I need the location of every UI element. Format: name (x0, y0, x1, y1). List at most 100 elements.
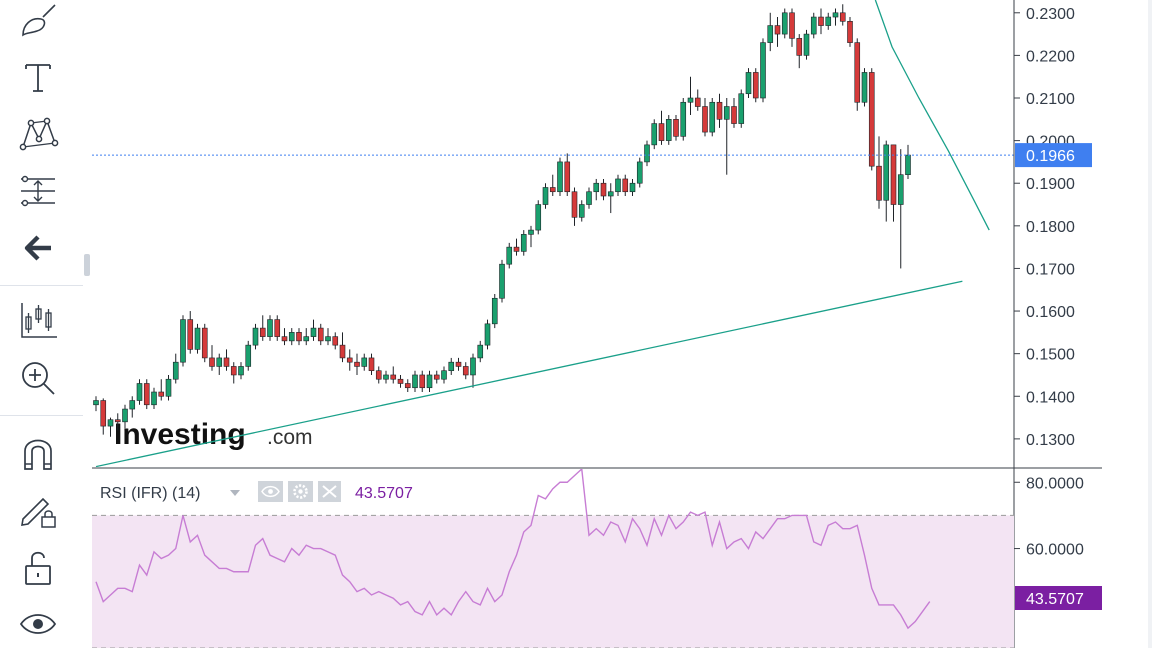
candle-body (549, 187, 556, 193)
candle-body (201, 327, 208, 359)
candle-body (752, 72, 759, 99)
candle-body (151, 391, 157, 406)
candle-body (114, 419, 121, 423)
candle-body (651, 123, 658, 146)
text-tool-button[interactable] (11, 56, 65, 100)
trendlines[interactable] (95, 0, 990, 467)
rsi-legend-eye-button[interactable] (258, 481, 283, 502)
brush-icon (22, 4, 56, 37)
rsi-line (95, 469, 931, 630)
candle-body (143, 383, 150, 406)
price-pane[interactable]: Investing Investing .com (92, 0, 1014, 467)
candle-body (368, 357, 375, 372)
eye-icon-pupil (268, 489, 273, 494)
candle-body (129, 400, 136, 410)
price-axis[interactable]: 0.23000.22000.21000.20000.19000.18000.17… (1014, 6, 1075, 449)
candle-body (209, 357, 215, 367)
candle-body (760, 42, 766, 99)
resistance-trendline[interactable] (874, 0, 990, 231)
support-trendline[interactable] (95, 280, 963, 467)
candle-body (122, 408, 128, 423)
candle-body (238, 366, 244, 376)
candle-body (716, 101, 723, 120)
candle-body (694, 97, 701, 107)
candle-body (818, 16, 824, 26)
gear-icon (293, 484, 308, 499)
magnet-button[interactable] (11, 432, 65, 476)
candle-body (346, 357, 353, 363)
candle-body (252, 327, 259, 346)
candle-body (709, 101, 716, 133)
candle-body (781, 12, 788, 35)
candle-body (361, 357, 368, 367)
candle-body (789, 12, 795, 39)
candle-body (310, 327, 317, 337)
zoom-in-button[interactable] (11, 356, 65, 400)
candle-body (491, 297, 498, 325)
candle-body (274, 319, 281, 337)
rsi-value-badge-label: 43.5707 (1026, 591, 1084, 608)
candle-body (600, 182, 607, 197)
rsi-axis-label: 60.0000 (1026, 542, 1084, 559)
price-axis-label: 0.1900 (1026, 176, 1075, 193)
chart-area[interactable]: Investing Investing .com 0.2300 0.2200 0.2… (92, 0, 1102, 649)
watermark-brand: Investing (114, 418, 246, 451)
visibility-button[interactable] (11, 602, 65, 646)
candle-body (383, 374, 389, 380)
candle-body (723, 106, 730, 120)
current-price-badge-bg (1015, 143, 1092, 168)
close-icon (322, 485, 337, 498)
magnet-icon (24, 439, 52, 470)
brush-tool-button[interactable] (11, 0, 65, 44)
candle-body (513, 246, 520, 252)
price-axis-label: 0.1400 (1026, 389, 1075, 406)
candle-body (578, 204, 585, 218)
candle-body (774, 25, 781, 35)
candle-body (557, 161, 563, 193)
candle-body (339, 344, 346, 359)
candle-body (622, 178, 629, 193)
lock-drawing-icon (21, 497, 56, 528)
candlestick-series (93, 4, 911, 437)
toolbar-collapse-handle[interactable] (84, 254, 90, 276)
candle-body (832, 12, 839, 18)
candle-body (535, 204, 542, 231)
rsi-pane[interactable]: 80.0000 60.0000 43.5707 RSI (IFR) (14) (92, 469, 1102, 649)
price-chart-svg[interactable]: Investing Investing .com 0.2300 0.2200 0.2… (92, 0, 1102, 649)
rsi-legend-title[interactable]: RSI (IFR) (14) (100, 485, 200, 502)
measure-tool-button[interactable] (11, 170, 65, 214)
pattern-tool-button[interactable] (11, 112, 65, 156)
unlock-button[interactable] (11, 545, 65, 589)
rsi-legend-settings-button[interactable] (288, 481, 313, 502)
candle-body (520, 234, 527, 252)
candle-body (890, 144, 897, 205)
chart-type-button[interactable] (11, 298, 65, 342)
candle-body (506, 246, 513, 265)
candle-body (354, 361, 360, 367)
candle-body (767, 25, 774, 43)
current-price-badge: 0.1966 (1015, 143, 1092, 168)
rsi-legend-remove-button[interactable] (318, 481, 341, 502)
rsi-band-fill (92, 515, 1014, 648)
chevron-down-icon[interactable] (230, 490, 240, 496)
side-scrollbar[interactable] (1148, 0, 1152, 648)
candle-body (499, 263, 505, 299)
lock-drawing-button[interactable] (11, 488, 65, 532)
rsi-axis[interactable]: 80.0000 60.0000 (1014, 475, 1084, 559)
candle-body (615, 178, 621, 193)
arrow-back-icon (24, 235, 51, 261)
candle-body (607, 191, 614, 197)
candle-body (267, 319, 273, 337)
candle-body (825, 16, 832, 26)
candle-body (470, 357, 476, 376)
candle-body (455, 361, 462, 367)
candle-body (897, 174, 904, 205)
back-tool-button[interactable] (11, 226, 65, 270)
candle-body (441, 370, 447, 380)
candle-body (586, 191, 592, 205)
watermark-suffix: .com (267, 426, 313, 449)
candle-body (839, 12, 846, 22)
candle-body (731, 106, 737, 124)
candle-body (296, 332, 302, 342)
